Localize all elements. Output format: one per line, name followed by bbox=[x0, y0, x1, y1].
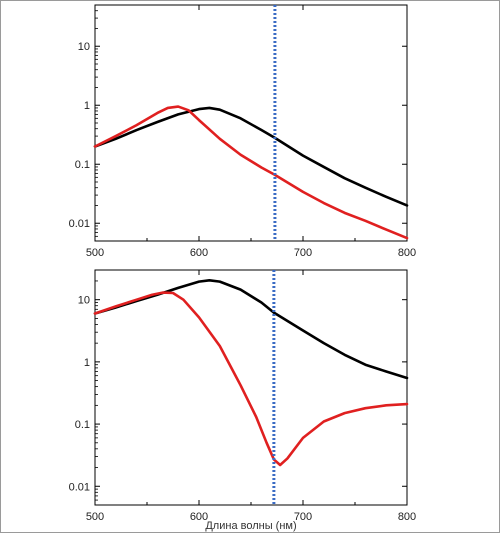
series-line-red bbox=[93, 291, 409, 467]
x-tick-label: 500 bbox=[86, 247, 104, 259]
series-line-black bbox=[93, 106, 409, 207]
x-tick-label: 700 bbox=[294, 247, 312, 259]
y-tick-label: 0.01 bbox=[69, 481, 90, 493]
series-line-black bbox=[93, 278, 409, 380]
y-tick-label: 0.1 bbox=[75, 159, 90, 171]
chart-panel-1: 500 600 700 800 0.01 0.1 1 10 bbox=[69, 4, 416, 259]
x-tick-label: 500 bbox=[86, 511, 104, 523]
series-line-red bbox=[93, 105, 409, 240]
x-tick-label: 600 bbox=[190, 511, 208, 523]
x-tick-label: 800 bbox=[398, 247, 416, 259]
y-tick-label: 10 bbox=[78, 295, 90, 307]
x-tick-label: 800 bbox=[398, 511, 416, 523]
y-tick-label: 1 bbox=[84, 357, 90, 369]
chart-panel-2: 500 600 700 800 0.01 0.1 1 10 Длина волны (нм) bbox=[69, 269, 416, 532]
y-tick-label: 0.1 bbox=[75, 419, 90, 431]
y-tick-label: 0.01 bbox=[69, 218, 90, 230]
plot-area-2 bbox=[94, 269, 408, 506]
x-axis-title: Длина волны (нм) bbox=[205, 520, 296, 532]
x-tick-label: 700 bbox=[294, 511, 312, 523]
y-tick-label: 1 bbox=[84, 100, 90, 112]
x-tick-label: 600 bbox=[190, 247, 208, 259]
y-tick-label: 10 bbox=[78, 41, 90, 53]
